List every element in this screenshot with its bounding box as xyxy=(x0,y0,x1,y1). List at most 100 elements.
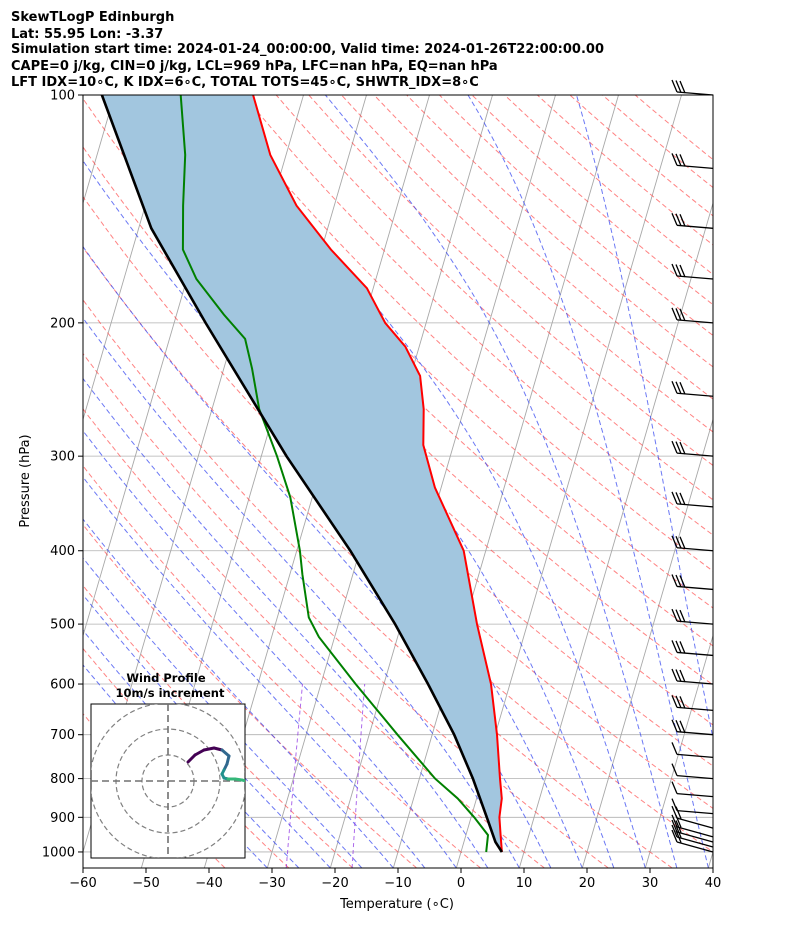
dry-adiabat xyxy=(83,246,713,853)
x-tick-label: −60 xyxy=(69,876,96,891)
shaded-area xyxy=(101,95,502,852)
dry-adiabat xyxy=(83,523,417,868)
dry-adiabat xyxy=(83,352,609,868)
wind-barb xyxy=(671,79,714,96)
moist-adiabat xyxy=(467,95,709,868)
parcel-line xyxy=(100,95,503,853)
moist-adiabat xyxy=(83,518,394,868)
y-tick-label: 300 xyxy=(50,450,75,465)
dry-adiabat xyxy=(83,647,290,868)
isotherm xyxy=(771,95,794,868)
wind-barb xyxy=(671,742,714,759)
dry-adiabat xyxy=(471,95,713,306)
isotherm xyxy=(329,95,556,868)
inset-title: Wind Profile xyxy=(126,671,206,685)
title-indices: LFT IDX=10∘C, K IDX=6∘C, TOTAL TOTS=45∘C… xyxy=(11,75,479,90)
dry-adiabat xyxy=(634,95,713,161)
title-times: Simulation start time: 2024-01-24_00:00:… xyxy=(11,42,604,57)
profile-lines xyxy=(100,95,503,853)
wind-barb xyxy=(671,829,714,853)
moist-adiabat xyxy=(83,317,520,868)
dry-adiabat xyxy=(504,95,713,276)
wind-profile-inset: Wind Profile 10m/s increment xyxy=(90,671,246,859)
wind-barb xyxy=(671,798,714,815)
dry-adiabat xyxy=(341,95,713,433)
title-cape: CAPE=0 j/kg, CIN=0 j/kg, LCL=969 hPa, LF… xyxy=(11,59,498,74)
dewpoint-line xyxy=(179,95,490,853)
y-tick-label: 100 xyxy=(50,89,75,104)
mixing-ratio-line xyxy=(285,683,303,868)
inset-subtitle: 10m/s increment xyxy=(116,686,225,700)
wind-barb xyxy=(671,213,714,229)
x-tick-label: −10 xyxy=(384,876,411,891)
moist-adiabat xyxy=(201,95,646,868)
hodograph-segment xyxy=(186,753,197,764)
x-tick-label: −50 xyxy=(132,876,159,891)
wind-barb xyxy=(671,263,714,280)
hodograph-segment xyxy=(202,746,216,752)
y-tick-label: 700 xyxy=(50,728,75,743)
isotherm xyxy=(83,95,178,422)
y-tick-label: 900 xyxy=(50,811,75,826)
dry-adiabat xyxy=(243,95,713,536)
temperature-line xyxy=(252,95,503,853)
wind-barb xyxy=(671,153,714,170)
isotherm xyxy=(581,417,713,868)
wind-barb xyxy=(671,781,714,798)
y-axis: 100 200 300 400 500 600 700 800 900 1000 xyxy=(42,89,83,860)
wind-barb xyxy=(671,491,714,508)
moist-adiabat xyxy=(576,95,713,741)
title-station: SkewTLogP Edinburgh xyxy=(11,10,174,25)
x-tick-label: −20 xyxy=(321,876,348,891)
hodograph-segment xyxy=(220,748,231,758)
dry-adiabat xyxy=(210,95,713,572)
wind-barb xyxy=(671,307,714,324)
wind-barb xyxy=(671,440,714,457)
y-axis-label: Pressure (hPa) xyxy=(18,434,33,527)
x-tick-label: −40 xyxy=(195,876,222,891)
dry-adiabat xyxy=(83,584,354,868)
wind-barb xyxy=(671,608,714,625)
wind-barb xyxy=(671,719,714,736)
mixing-ratio-line xyxy=(351,683,366,868)
y-tick-label: 800 xyxy=(50,772,75,787)
moist-adiabat xyxy=(83,476,426,868)
hodograph-segment xyxy=(240,778,245,783)
moist-adiabat xyxy=(83,594,331,868)
wind-barb xyxy=(671,668,714,685)
y-tick-label: 400 xyxy=(50,544,75,559)
x-tick-label: 20 xyxy=(579,876,596,891)
wind-barb xyxy=(671,824,714,848)
x-tick-label: 10 xyxy=(516,876,533,891)
x-tick-label: 30 xyxy=(642,876,659,891)
dry-adiabat xyxy=(177,95,713,609)
moist-adiabat xyxy=(325,95,678,868)
dry-adiabat xyxy=(83,465,481,868)
x-tick-label: 40 xyxy=(705,876,722,891)
y-tick-label: 500 xyxy=(50,618,75,633)
moist-adiabat xyxy=(83,557,363,868)
dry-adiabat xyxy=(536,95,713,246)
wind-barb xyxy=(671,763,714,780)
dry-adiabat xyxy=(602,95,713,189)
title-latlon: Lat: 55.95 Lon: -3.37 xyxy=(11,27,163,42)
moist-adiabat xyxy=(83,629,300,868)
x-axis-label: Temperature (∘C) xyxy=(339,897,454,912)
y-tick-label: 1000 xyxy=(42,845,75,860)
dry-adiabat xyxy=(569,95,713,217)
wind-barb xyxy=(671,695,714,711)
hodograph-segment xyxy=(193,748,206,757)
wind-barb xyxy=(671,819,714,843)
dry-adiabat xyxy=(83,298,673,868)
wind-barbs xyxy=(671,79,714,853)
x-tick-label: 0 xyxy=(457,876,465,891)
cape-shade xyxy=(101,95,502,852)
y-tick-label: 600 xyxy=(50,678,75,693)
moist-adiabat xyxy=(83,430,457,868)
wind-barb xyxy=(671,574,714,591)
wind-barb xyxy=(671,640,714,657)
moist-adiabat xyxy=(83,245,552,868)
wind-barb xyxy=(671,380,714,397)
x-axis: −60 −50 −40 −30 −20 −10 0 10 20 30 40 xyxy=(69,868,721,891)
x-tick-label: −30 xyxy=(258,876,285,891)
